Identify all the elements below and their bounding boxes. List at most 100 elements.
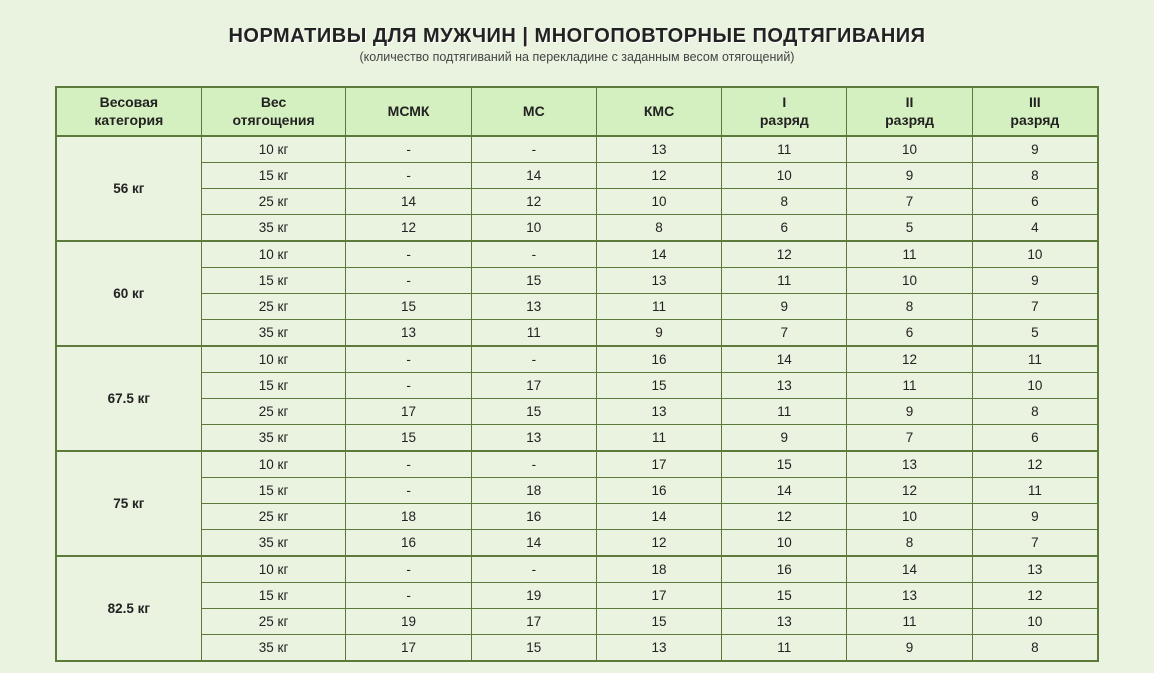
table-row: 25 кг151311987 — [56, 294, 1098, 320]
value-cell: 25 кг — [201, 504, 346, 530]
value-cell: 5 — [847, 215, 972, 242]
table-row: 82.5 кг10 кг--18161413 — [56, 556, 1098, 583]
value-cell: 7 — [722, 320, 847, 347]
value-cell: 15 кг — [201, 478, 346, 504]
value-cell: 6 — [722, 215, 847, 242]
value-cell: 9 — [847, 399, 972, 425]
table-row: 25 кг191715131110 — [56, 609, 1098, 635]
value-cell: 14 — [346, 189, 471, 215]
value-cell: 12 — [722, 504, 847, 530]
value-cell: 10 кг — [201, 241, 346, 268]
value-cell: 13 — [596, 635, 721, 662]
col-header-label: II — [906, 94, 914, 110]
value-cell: 11 — [847, 373, 972, 399]
value-cell: - — [471, 241, 596, 268]
col-header-weight: Вес отягощения — [201, 87, 346, 136]
table-row: 56 кг10 кг--1311109 — [56, 136, 1098, 163]
value-cell: 17 — [346, 399, 471, 425]
value-cell: 10 кг — [201, 451, 346, 478]
value-cell: 17 — [471, 373, 596, 399]
value-cell: 8 — [847, 294, 972, 320]
col-header-kms: КМС — [596, 87, 721, 136]
category-cell: 82.5 кг — [56, 556, 201, 661]
value-cell: - — [346, 478, 471, 504]
value-cell: 18 — [596, 556, 721, 583]
value-cell: 11 — [972, 346, 1098, 373]
value-cell: 13 — [346, 320, 471, 347]
value-cell: 13 — [471, 425, 596, 452]
value-cell: 16 — [596, 346, 721, 373]
value-cell: - — [471, 136, 596, 163]
value-cell: 13 — [972, 556, 1098, 583]
value-cell: 12 — [722, 241, 847, 268]
value-cell: 11 — [471, 320, 596, 347]
category-cell: 60 кг — [56, 241, 201, 346]
value-cell: 7 — [972, 294, 1098, 320]
value-cell: 10 — [471, 215, 596, 242]
value-cell: - — [346, 373, 471, 399]
page-title: НОРМАТИВЫ ДЛЯ МУЖЧИН | МНОГОПОВТОРНЫЕ ПО… — [55, 25, 1099, 48]
value-cell: 11 — [847, 241, 972, 268]
table-row: 75 кг10 кг--17151312 — [56, 451, 1098, 478]
value-cell: - — [346, 163, 471, 189]
value-cell: 15 кг — [201, 268, 346, 294]
value-cell: 12 — [972, 451, 1098, 478]
value-cell: 8 — [972, 635, 1098, 662]
value-cell: 35 кг — [201, 215, 346, 242]
value-cell: - — [346, 583, 471, 609]
value-cell: 7 — [847, 425, 972, 452]
value-cell: 10 кг — [201, 136, 346, 163]
table-row: 15 кг-14121098 — [56, 163, 1098, 189]
col-header-label: Вес — [261, 94, 287, 110]
value-cell: 14 — [596, 504, 721, 530]
value-cell: 13 — [471, 294, 596, 320]
value-cell: 16 — [596, 478, 721, 504]
value-cell: 15 — [346, 294, 471, 320]
value-cell: 10 — [722, 530, 847, 557]
value-cell: 16 — [471, 504, 596, 530]
table-row: 35 кг1614121087 — [56, 530, 1098, 557]
value-cell: - — [346, 556, 471, 583]
value-cell: 35 кг — [201, 320, 346, 347]
category-cell: 67.5 кг — [56, 346, 201, 451]
value-cell: 15 — [471, 268, 596, 294]
value-cell: - — [471, 346, 596, 373]
value-cell: 12 — [847, 346, 972, 373]
value-cell: 5 — [972, 320, 1098, 347]
value-cell: 15 — [346, 425, 471, 452]
value-cell: 17 — [346, 635, 471, 662]
table-body: 56 кг10 кг--131110915 кг-1412109825 кг14… — [56, 136, 1098, 661]
value-cell: 11 — [722, 399, 847, 425]
value-cell: 25 кг — [201, 609, 346, 635]
table-row: 25 кг1715131198 — [56, 399, 1098, 425]
value-cell: 16 — [346, 530, 471, 557]
value-cell: 11 — [722, 635, 847, 662]
col-header-label: КМС — [644, 103, 674, 119]
value-cell: 12 — [596, 530, 721, 557]
value-cell: 14 — [596, 241, 721, 268]
col-header-label: отягощения — [232, 112, 314, 128]
value-cell: 12 — [972, 583, 1098, 609]
value-cell: 10 — [972, 241, 1098, 268]
table-row: 60 кг10 кг--14121110 — [56, 241, 1098, 268]
col-header-label: I — [782, 94, 786, 110]
value-cell: 12 — [346, 215, 471, 242]
value-cell: 10 — [972, 373, 1098, 399]
value-cell: - — [346, 268, 471, 294]
value-cell: 14 — [847, 556, 972, 583]
value-cell: 12 — [596, 163, 721, 189]
value-cell: 8 — [972, 163, 1098, 189]
col-header-r1: I разряд — [722, 87, 847, 136]
value-cell: 6 — [847, 320, 972, 347]
table-header-row: Весовая категория Вес отягощения МСМК МС… — [56, 87, 1098, 136]
value-cell: 13 — [722, 373, 847, 399]
standards-table: Весовая категория Вес отягощения МСМК МС… — [55, 86, 1099, 662]
value-cell: 35 кг — [201, 635, 346, 662]
value-cell: 14 — [471, 530, 596, 557]
value-cell: - — [471, 451, 596, 478]
value-cell: 7 — [972, 530, 1098, 557]
value-cell: 17 — [471, 609, 596, 635]
value-cell: 13 — [596, 136, 721, 163]
value-cell: 10 — [596, 189, 721, 215]
value-cell: 10 — [972, 609, 1098, 635]
